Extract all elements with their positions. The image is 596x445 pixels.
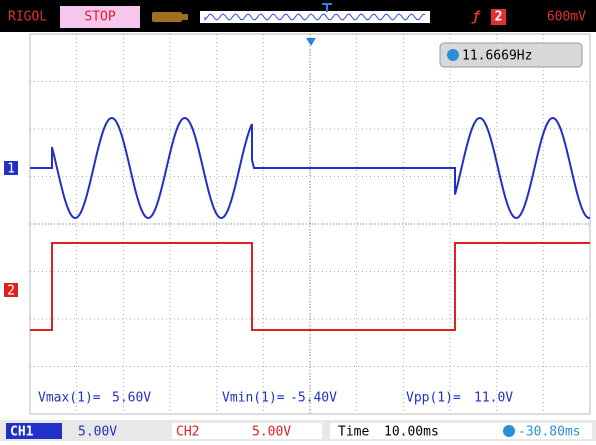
memory-icon bbox=[152, 12, 182, 22]
memory-icon-tip bbox=[182, 14, 188, 20]
frequency-icon bbox=[447, 49, 459, 61]
meas-value: -5.40V bbox=[290, 391, 337, 406]
ch1-scale: 5.00V bbox=[78, 425, 117, 440]
meas-value: 5.60V bbox=[112, 391, 151, 406]
time-value: 10.00ms bbox=[384, 425, 439, 440]
trigger-edge-icon: ƒ bbox=[471, 10, 481, 25]
meas-label: Vpp(1)= bbox=[406, 391, 461, 406]
trigger-level: 600mV bbox=[547, 10, 586, 25]
meas-value: 11.0V bbox=[474, 391, 513, 406]
brand: RIGOL bbox=[8, 10, 47, 25]
ch1-label: CH1 bbox=[10, 425, 34, 440]
meas-label: Vmax(1)= bbox=[38, 391, 101, 406]
frequency: 11.6669Hz bbox=[462, 49, 532, 64]
meas-label: Vmin(1)= bbox=[222, 391, 285, 406]
page: RIGOL STOP ƒ 2 600mV 11.6669Hz 1 2 Vmax(… bbox=[0, 0, 596, 441]
ch2-marker: 2 bbox=[7, 284, 15, 299]
ch2-scale: 5.00V bbox=[252, 425, 291, 440]
ch2-label: CH2 bbox=[176, 425, 199, 440]
status: STOP bbox=[84, 10, 115, 25]
scope-screen: RIGOL STOP ƒ 2 600mV 11.6669Hz 1 2 Vmax(… bbox=[0, 0, 596, 441]
trigger-offset: -30.80ms bbox=[518, 425, 581, 440]
trigger-channel: 2 bbox=[495, 10, 503, 25]
trigger-offset-icon bbox=[503, 425, 515, 437]
time-label: Time bbox=[338, 425, 369, 440]
ch1-marker: 1 bbox=[7, 162, 15, 177]
